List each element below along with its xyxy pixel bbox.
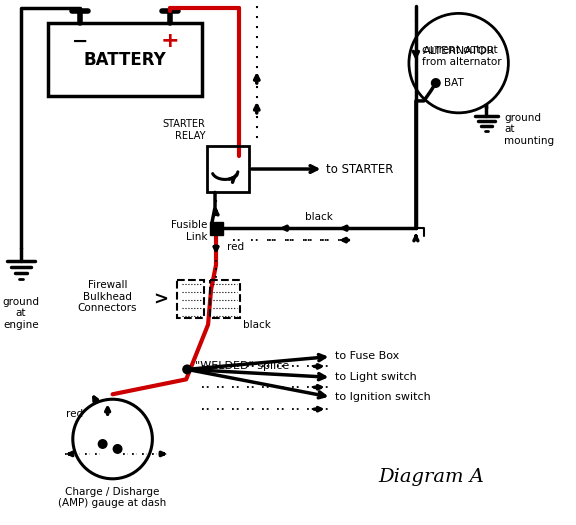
Text: Charge / Disharge
(AMP) gauge at dash: Charge / Disharge (AMP) gauge at dash	[58, 487, 166, 508]
Text: Fusible
Link: Fusible Link	[170, 220, 207, 242]
Circle shape	[431, 78, 441, 88]
Text: +: +	[161, 31, 180, 51]
Text: current output
from alternator: current output from alternator	[422, 45, 502, 67]
Text: ground
at
mounting: ground at mounting	[505, 113, 555, 146]
Text: red: red	[227, 242, 244, 252]
Text: to STARTER: to STARTER	[327, 163, 394, 175]
Text: BAT: BAT	[444, 78, 464, 88]
Bar	[210, 280, 240, 318]
Circle shape	[98, 439, 108, 449]
Text: black: black	[305, 212, 334, 222]
Text: Firewall
Bulkhead
Connectors: Firewall Bulkhead Connectors	[78, 280, 137, 313]
Text: "WELDED" splice: "WELDED" splice	[195, 361, 289, 371]
Text: black: black	[243, 320, 271, 330]
Bar	[210, 222, 223, 235]
Text: >: >	[153, 291, 168, 309]
Circle shape	[182, 364, 192, 374]
Text: red: red	[66, 409, 84, 419]
Bar	[48, 23, 202, 96]
Text: ALTERNATOR: ALTERNATOR	[423, 46, 495, 56]
Text: to Fuse Box: to Fuse Box	[335, 351, 400, 362]
Text: Diagram A: Diagram A	[378, 468, 484, 486]
Text: BATTERY: BATTERY	[84, 50, 166, 69]
Text: ground
at
engine: ground at engine	[3, 297, 40, 330]
Text: −: −	[71, 32, 88, 51]
Bar	[177, 280, 204, 318]
Bar	[207, 145, 249, 192]
Text: to Light switch: to Light switch	[335, 372, 417, 382]
Text: STARTER
RELAY: STARTER RELAY	[162, 119, 205, 141]
Circle shape	[112, 444, 123, 454]
Text: to Ignition switch: to Ignition switch	[335, 392, 431, 402]
